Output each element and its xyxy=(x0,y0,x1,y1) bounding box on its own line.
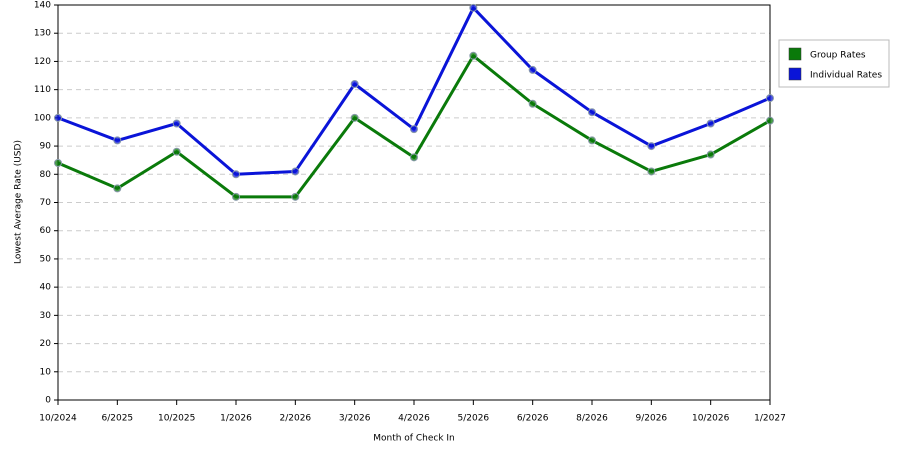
data-point xyxy=(291,167,300,176)
data-point xyxy=(410,153,418,162)
data-point xyxy=(469,3,478,12)
y-tick-label: 20 xyxy=(40,339,52,349)
y-tick-label: 80 xyxy=(40,170,52,180)
y-tick-label: 30 xyxy=(40,311,52,321)
y-tick-label: 70 xyxy=(40,198,52,208)
y-tick-label: 0 xyxy=(45,396,51,406)
y-tick-label: 110 xyxy=(34,85,51,95)
legend-swatch xyxy=(788,67,802,81)
y-tick-label: 40 xyxy=(40,283,52,293)
data-point xyxy=(588,136,596,145)
legend-label: Individual Rates xyxy=(810,71,882,81)
x-tick-label: 10/2026 xyxy=(692,414,730,424)
x-tick-label: 2/2026 xyxy=(279,414,311,424)
y-tick-label: 100 xyxy=(34,113,51,123)
y-axis-label: Lowest Average Rate (USD) xyxy=(14,140,24,264)
x-tick-label: 10/2024 xyxy=(39,414,77,424)
data-point xyxy=(232,192,240,201)
legend-swatch xyxy=(788,47,802,61)
x-axis-label: Month of Check In xyxy=(373,434,455,444)
x-tick-label: 6/2025 xyxy=(101,414,133,424)
data-point xyxy=(54,159,62,167)
data-point xyxy=(706,150,715,159)
x-tick-label: 6/2026 xyxy=(517,414,549,424)
y-tick-label: 120 xyxy=(34,57,51,67)
legend-label: Group Rates xyxy=(810,51,866,61)
x-tick-label: 1/2026 xyxy=(220,414,252,424)
data-point xyxy=(706,119,715,128)
data-point xyxy=(469,51,478,60)
data-point xyxy=(232,170,240,179)
y-tick-label: 140 xyxy=(34,1,51,11)
y-tick-label: 50 xyxy=(40,254,52,264)
data-point xyxy=(766,116,774,125)
data-point xyxy=(113,136,122,145)
x-tick-label: 4/2026 xyxy=(398,414,430,424)
data-point xyxy=(528,99,537,108)
data-point xyxy=(172,147,181,156)
data-point xyxy=(588,108,596,117)
data-point xyxy=(172,119,181,128)
data-point xyxy=(113,184,122,193)
data-point xyxy=(410,125,418,134)
x-tick-label: 9/2026 xyxy=(635,414,667,424)
y-tick-label: 10 xyxy=(40,367,52,377)
x-tick-label: 10/2025 xyxy=(158,414,195,424)
data-point xyxy=(647,142,656,151)
data-point xyxy=(528,65,537,74)
x-tick-label: 3/2026 xyxy=(339,414,371,424)
data-point xyxy=(766,94,774,103)
x-tick-label: 5/2026 xyxy=(457,414,489,424)
x-tick-label: 1/2027 xyxy=(754,414,786,424)
y-tick-label: 130 xyxy=(34,29,51,39)
data-point xyxy=(350,80,359,88)
y-tick-label: 90 xyxy=(40,142,52,152)
data-point xyxy=(291,192,300,201)
x-tick-label: 8/2026 xyxy=(576,414,608,424)
data-point xyxy=(54,113,62,122)
data-point xyxy=(647,167,656,176)
plot-frame xyxy=(57,4,771,401)
y-tick-label: 60 xyxy=(40,226,52,236)
data-point xyxy=(350,113,359,122)
